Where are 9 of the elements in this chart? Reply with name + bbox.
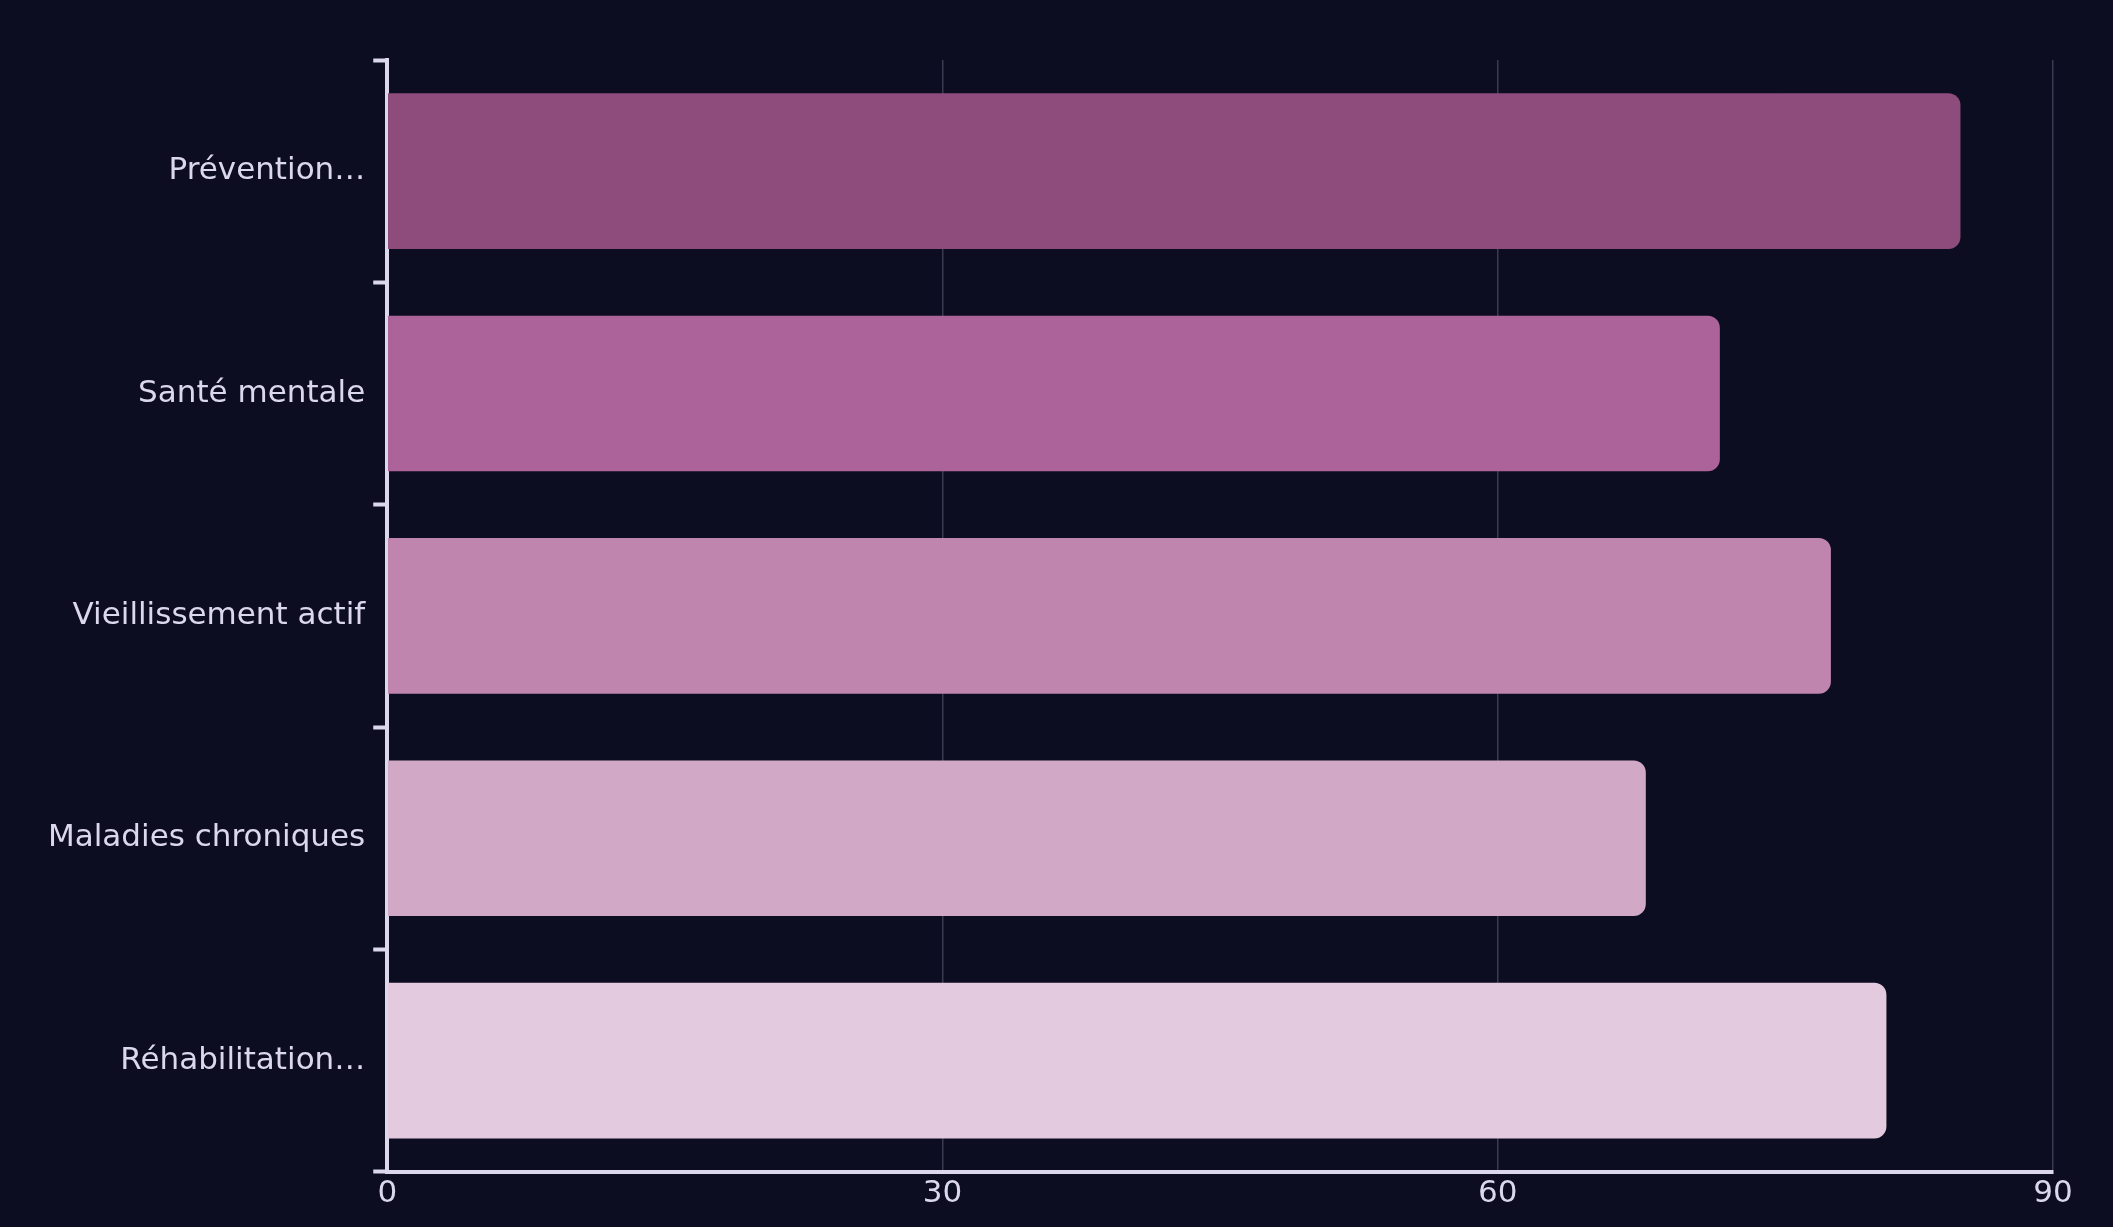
x-tick-label: 0 — [377, 1173, 398, 1210]
y-tick-label: Santé mentale — [138, 372, 366, 409]
x-tick-label: 90 — [2033, 1173, 2073, 1210]
y-tick-label: Maladies chroniques — [47, 817, 366, 854]
y-tick-label: Réhabilitation… — [120, 1039, 366, 1076]
y-tick-label: Vieillissement actif — [72, 594, 367, 631]
x-tick-label: 30 — [922, 1173, 963, 1210]
y-tick-label: Prévention… — [168, 150, 366, 187]
x-tick-label: 60 — [1478, 1173, 1518, 1210]
